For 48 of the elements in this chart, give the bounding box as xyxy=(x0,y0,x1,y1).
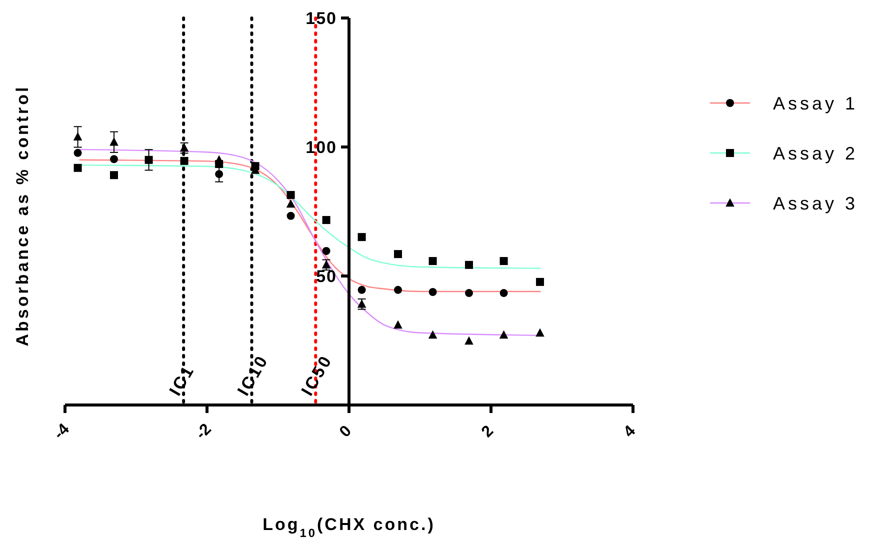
y-axis-title: Absorbance as % control xyxy=(13,84,32,346)
x-tick-label: 4 xyxy=(620,422,640,441)
point xyxy=(144,156,153,164)
point xyxy=(110,171,118,180)
point xyxy=(180,156,188,165)
point xyxy=(394,250,402,258)
point xyxy=(73,132,82,141)
legend-label: Assay 2 xyxy=(773,143,858,164)
point xyxy=(536,328,544,337)
point xyxy=(428,330,438,339)
legend-label: Assay 3 xyxy=(773,193,858,214)
point xyxy=(499,330,508,339)
y-tick-label: 50 xyxy=(316,266,337,286)
point xyxy=(464,336,474,345)
point xyxy=(286,190,295,199)
point xyxy=(358,233,366,242)
point xyxy=(180,143,189,152)
point xyxy=(286,199,296,208)
point xyxy=(500,289,508,298)
point xyxy=(394,320,402,329)
x-tick-label: -2 xyxy=(192,420,215,443)
point xyxy=(500,257,508,266)
point xyxy=(428,257,437,266)
point xyxy=(215,170,224,178)
y-tick-label: 100 xyxy=(306,138,337,157)
x-tick-label: 2 xyxy=(478,422,498,441)
point xyxy=(322,260,331,269)
point xyxy=(322,246,330,255)
point xyxy=(74,164,82,172)
y-tick-label: 150 xyxy=(306,8,337,28)
legend-label: Assay 1 xyxy=(773,93,858,114)
point xyxy=(110,155,118,164)
point xyxy=(464,289,473,298)
point xyxy=(110,137,118,146)
line-series xyxy=(78,159,542,292)
point xyxy=(286,212,295,220)
point xyxy=(536,278,544,286)
point xyxy=(357,299,366,308)
point xyxy=(214,155,224,164)
point xyxy=(464,260,473,269)
x-tick-label: 0 xyxy=(336,422,356,441)
x-tick-label: -4 xyxy=(50,420,73,443)
point xyxy=(394,286,402,294)
x-axis-title: Log$_{10}$(CHX conc.) xyxy=(262,515,436,540)
point xyxy=(74,148,82,157)
point xyxy=(358,286,366,294)
point xyxy=(322,216,330,224)
point xyxy=(428,288,437,296)
